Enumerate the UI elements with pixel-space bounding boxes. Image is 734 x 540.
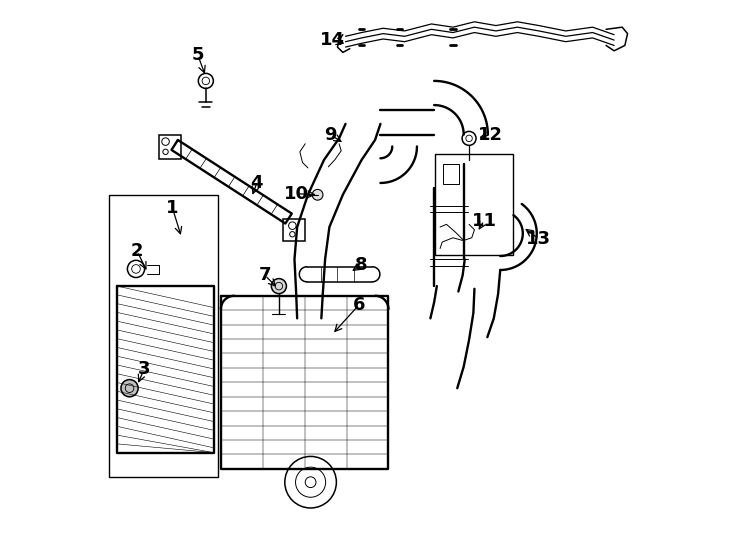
Text: 4: 4 <box>250 174 263 192</box>
Circle shape <box>272 279 286 294</box>
Circle shape <box>121 380 138 397</box>
Text: 11: 11 <box>472 212 497 230</box>
Text: 9: 9 <box>324 126 337 144</box>
Text: 14: 14 <box>319 31 344 49</box>
Text: 13: 13 <box>526 230 551 248</box>
Text: 6: 6 <box>353 296 366 314</box>
Text: 3: 3 <box>138 360 150 379</box>
Circle shape <box>312 190 323 200</box>
Text: 12: 12 <box>478 126 503 144</box>
Text: 1: 1 <box>167 199 179 217</box>
Text: 8: 8 <box>355 255 368 274</box>
Text: 5: 5 <box>192 46 204 64</box>
Text: 10: 10 <box>283 185 308 202</box>
Text: 2: 2 <box>131 242 143 260</box>
Text: 7: 7 <box>258 266 271 285</box>
